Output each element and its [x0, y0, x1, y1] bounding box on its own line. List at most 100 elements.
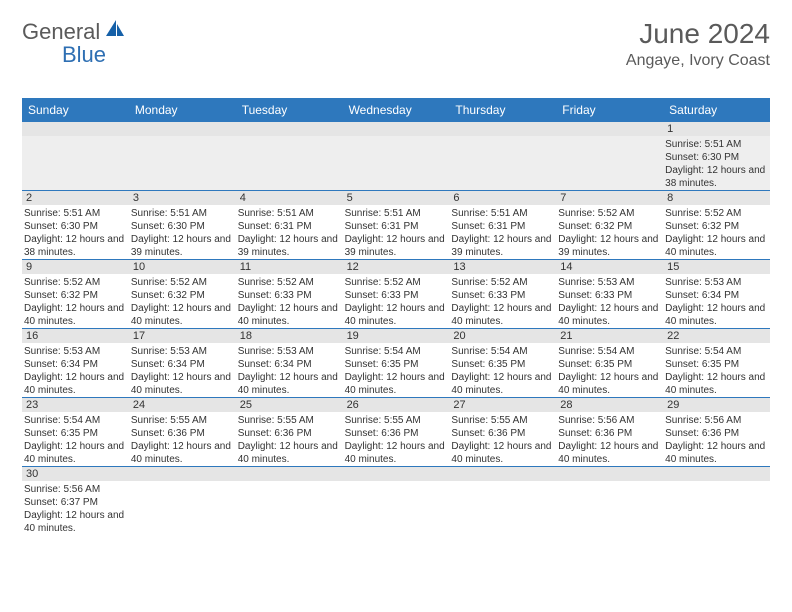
day-number [556, 467, 663, 481]
day-number: 18 [236, 329, 343, 343]
day-cell [129, 136, 236, 190]
day-number: 15 [663, 260, 770, 274]
day-number: 3 [129, 191, 236, 205]
day-cell [236, 481, 343, 535]
day-cell: Sunrise: 5:55 AMSunset: 6:36 PMDaylight:… [449, 412, 556, 466]
day-number [663, 467, 770, 481]
location: Angaye, Ivory Coast [626, 52, 770, 70]
day-cell [449, 481, 556, 535]
day-header: Wednesday [343, 98, 450, 122]
day-cell: Sunrise: 5:55 AMSunset: 6:36 PMDaylight:… [129, 412, 236, 466]
day-number: 4 [236, 191, 343, 205]
day-cell: Sunrise: 5:55 AMSunset: 6:36 PMDaylight:… [236, 412, 343, 466]
day-cell: Sunrise: 5:56 AMSunset: 6:36 PMDaylight:… [556, 412, 663, 466]
day-cell: Sunrise: 5:54 AMSunset: 6:35 PMDaylight:… [449, 343, 556, 397]
header: General June 2024 Angaye, Ivory Coast [22, 18, 770, 70]
day-number [343, 467, 450, 481]
day-number: 10 [129, 260, 236, 274]
day-number: 27 [449, 398, 556, 412]
day-header: Monday [129, 98, 236, 122]
day-number: 7 [556, 191, 663, 205]
day-number: 16 [22, 329, 129, 343]
day-cell: Sunrise: 5:54 AMSunset: 6:35 PMDaylight:… [343, 343, 450, 397]
day-cell: Sunrise: 5:55 AMSunset: 6:36 PMDaylight:… [343, 412, 450, 466]
week-row: 30Sunrise: 5:56 AMSunset: 6:37 PMDayligh… [22, 467, 770, 535]
day-cell: Sunrise: 5:52 AMSunset: 6:32 PMDaylight:… [129, 274, 236, 328]
day-cell [343, 481, 450, 535]
day-cell: Sunrise: 5:51 AMSunset: 6:30 PMDaylight:… [129, 205, 236, 259]
day-number: 29 [663, 398, 770, 412]
day-cell: Sunrise: 5:52 AMSunset: 6:33 PMDaylight:… [236, 274, 343, 328]
day-number: 23 [22, 398, 129, 412]
day-number: 26 [343, 398, 450, 412]
day-number: 14 [556, 260, 663, 274]
logo: General [22, 18, 128, 45]
day-cell [556, 481, 663, 535]
day-number [343, 122, 450, 136]
day-cell: Sunrise: 5:53 AMSunset: 6:34 PMDaylight:… [22, 343, 129, 397]
day-cell: Sunrise: 5:52 AMSunset: 6:32 PMDaylight:… [556, 205, 663, 259]
month-title: June 2024 [626, 18, 770, 50]
day-cell: Sunrise: 5:53 AMSunset: 6:33 PMDaylight:… [556, 274, 663, 328]
day-cell: Sunrise: 5:53 AMSunset: 6:34 PMDaylight:… [663, 274, 770, 328]
day-cell [129, 481, 236, 535]
week-row: 1Sunrise: 5:51 AMSunset: 6:30 PMDaylight… [22, 122, 770, 191]
day-header: Sunday [22, 98, 129, 122]
day-cell: Sunrise: 5:54 AMSunset: 6:35 PMDaylight:… [22, 412, 129, 466]
day-header: Friday [556, 98, 663, 122]
title-block: June 2024 Angaye, Ivory Coast [626, 18, 770, 70]
day-number [556, 122, 663, 136]
week-row: 2345678 Sunrise: 5:51 AMSunset: 6:30 PMDa… [22, 191, 770, 260]
day-number: 25 [236, 398, 343, 412]
day-number [236, 122, 343, 136]
day-cell: Sunrise: 5:52 AMSunset: 6:32 PMDaylight:… [22, 274, 129, 328]
day-cell [663, 481, 770, 535]
week-row: 16171819202122Sunrise: 5:53 AMSunset: 6:… [22, 329, 770, 398]
day-number: 17 [129, 329, 236, 343]
calendar: SundayMondayTuesdayWednesdayThursdayFrid… [22, 98, 770, 535]
week-row: 9101112131415 Sunrise: 5:52 AMSunset: 6:3… [22, 260, 770, 329]
day-number: 8 [663, 191, 770, 205]
day-cell [343, 136, 450, 190]
day-cell: Sunrise: 5:52 AMSunset: 6:33 PMDaylight:… [449, 274, 556, 328]
day-cell: Sunrise: 5:54 AMSunset: 6:35 PMDaylight:… [556, 343, 663, 397]
calendar-weeks: 1Sunrise: 5:51 AMSunset: 6:30 PMDaylight… [22, 122, 770, 535]
day-cell: Sunrise: 5:51 AMSunset: 6:31 PMDaylight:… [236, 205, 343, 259]
day-number: 22 [663, 329, 770, 343]
day-number [449, 467, 556, 481]
day-number: 1 [663, 122, 770, 136]
day-cell: Sunrise: 5:56 AMSunset: 6:37 PMDaylight:… [22, 481, 129, 535]
day-number: 9 [22, 260, 129, 274]
day-cell: Sunrise: 5:51 AMSunset: 6:31 PMDaylight:… [343, 205, 450, 259]
day-number: 12 [343, 260, 450, 274]
day-number: 24 [129, 398, 236, 412]
week-row: 23242526272829Sunrise: 5:54 AMSunset: 6:… [22, 398, 770, 467]
day-header: Tuesday [236, 98, 343, 122]
day-number: 19 [343, 329, 450, 343]
day-number: 5 [343, 191, 450, 205]
day-number: 13 [449, 260, 556, 274]
day-header: Saturday [663, 98, 770, 122]
day-header: Thursday [449, 98, 556, 122]
day-cell: Sunrise: 5:53 AMSunset: 6:34 PMDaylight:… [129, 343, 236, 397]
day-cell [449, 136, 556, 190]
day-cell: Sunrise: 5:53 AMSunset: 6:34 PMDaylight:… [236, 343, 343, 397]
day-number [449, 122, 556, 136]
day-number [129, 122, 236, 136]
logo-text-blue-wrap: Blue [62, 42, 106, 68]
day-cell: Sunrise: 5:56 AMSunset: 6:36 PMDaylight:… [663, 412, 770, 466]
day-number: 2 [22, 191, 129, 205]
day-cell: Sunrise: 5:51 AMSunset: 6:31 PMDaylight:… [449, 205, 556, 259]
day-cell [236, 136, 343, 190]
day-number: 11 [236, 260, 343, 274]
day-cell: Sunrise: 5:51 AMSunset: 6:30 PMDaylight:… [663, 136, 770, 190]
day-cell: Sunrise: 5:52 AMSunset: 6:32 PMDaylight:… [663, 205, 770, 259]
day-headers: SundayMondayTuesdayWednesdayThursdayFrid… [22, 98, 770, 122]
day-number: 20 [449, 329, 556, 343]
day-number [22, 122, 129, 136]
day-number: 6 [449, 191, 556, 205]
logo-text-blue: Blue [62, 42, 106, 67]
day-cell: Sunrise: 5:54 AMSunset: 6:35 PMDaylight:… [663, 343, 770, 397]
logo-text-general: General [22, 19, 100, 45]
day-cell [22, 136, 129, 190]
